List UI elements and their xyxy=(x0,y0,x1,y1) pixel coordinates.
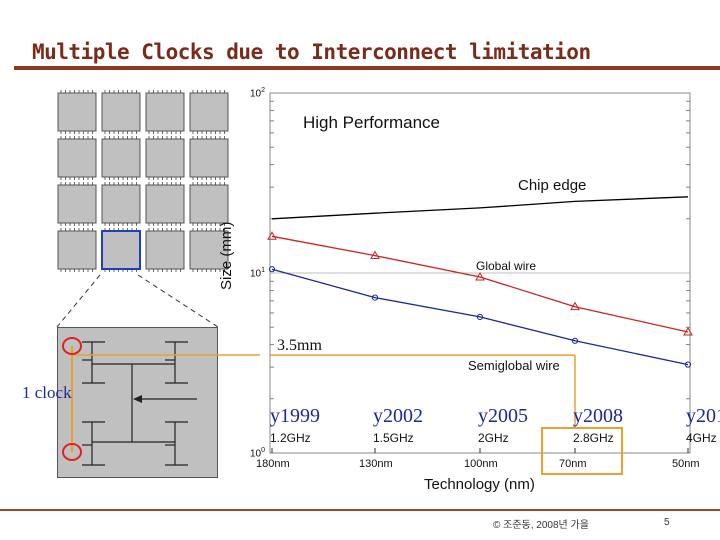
data-point xyxy=(475,272,485,281)
y-tick-label: 102 xyxy=(250,87,266,100)
data-point xyxy=(476,313,484,321)
h-tree-clock-network xyxy=(82,341,197,466)
series-line xyxy=(271,235,689,333)
y-tick-label: 101 xyxy=(250,267,266,280)
highlighted-block xyxy=(101,230,141,270)
data-point xyxy=(684,361,692,368)
data-point xyxy=(570,301,580,311)
year-label: y2005 xyxy=(478,405,528,427)
chip-block xyxy=(101,138,141,178)
y-axis-label: Size (mm) xyxy=(218,221,235,290)
footer-copyright: © 조준동, 2008년 가을 xyxy=(493,520,589,531)
series-label-global-wire: Global wire xyxy=(476,259,537,273)
slide-title: Multiple Clocks due to Interconnect limi… xyxy=(32,40,591,64)
chip-block xyxy=(189,138,229,178)
x-tick-label: 50nm xyxy=(672,458,700,470)
frequency-label: 2GHz xyxy=(478,431,509,445)
chip-block xyxy=(145,184,185,224)
frequency-label: 1.5GHz xyxy=(373,431,414,445)
x-tick-label: 70nm xyxy=(559,458,587,470)
data-point xyxy=(371,294,379,301)
chip-block xyxy=(145,230,185,270)
chip-block xyxy=(145,138,185,178)
year-label: y2002 xyxy=(373,405,423,427)
chip-block xyxy=(189,230,229,270)
year-label: y2008 xyxy=(573,405,623,427)
zoomed-block xyxy=(57,327,218,478)
x-tick-label: 100nm xyxy=(464,458,498,470)
frequency-label: 4GHz xyxy=(686,431,717,445)
x-tick-label: 130nm xyxy=(359,458,393,470)
series-label-semiglobal-wire: Semiglobal wire xyxy=(468,358,560,373)
clock-label: 1 clock xyxy=(22,383,72,402)
dimension-label: 3.5mm xyxy=(277,337,322,354)
series-line xyxy=(271,268,689,366)
chip-block xyxy=(57,138,97,178)
chip-block xyxy=(189,184,229,224)
chip-block xyxy=(145,92,185,132)
x-tick-label: 180nm xyxy=(256,458,290,470)
frequency-label: 2.8GHz xyxy=(573,431,614,445)
data-point xyxy=(370,250,380,260)
footer-divider xyxy=(0,509,720,511)
technology-scaling-chart xyxy=(267,92,693,475)
data-point xyxy=(683,327,693,336)
y-tick-label: 100 xyxy=(250,447,266,460)
year-label: y2011 xyxy=(686,405,720,427)
title-divider xyxy=(14,66,720,70)
page-number: 5 xyxy=(664,517,670,528)
chip-block-grid xyxy=(57,90,229,272)
series-label-chip-edge: Chip edge xyxy=(518,177,587,194)
zoom-connector xyxy=(56,274,219,328)
x-axis-label: Technology (nm) xyxy=(424,476,535,493)
data-point xyxy=(267,231,277,240)
year-label: y1999 xyxy=(270,405,320,427)
chip-block xyxy=(189,92,229,132)
data-point xyxy=(268,266,276,273)
chip-block xyxy=(57,230,97,270)
chip-block xyxy=(57,92,97,132)
chip-block xyxy=(101,92,141,132)
chart-title: High Performance xyxy=(303,113,441,132)
chip-block xyxy=(57,184,97,224)
data-point xyxy=(571,337,579,344)
series-line xyxy=(271,196,689,220)
frequency-label: 1.2GHz xyxy=(270,431,311,445)
clock-span-marker xyxy=(62,337,260,461)
node-highlight-box xyxy=(541,427,623,475)
chip-block xyxy=(101,184,141,224)
